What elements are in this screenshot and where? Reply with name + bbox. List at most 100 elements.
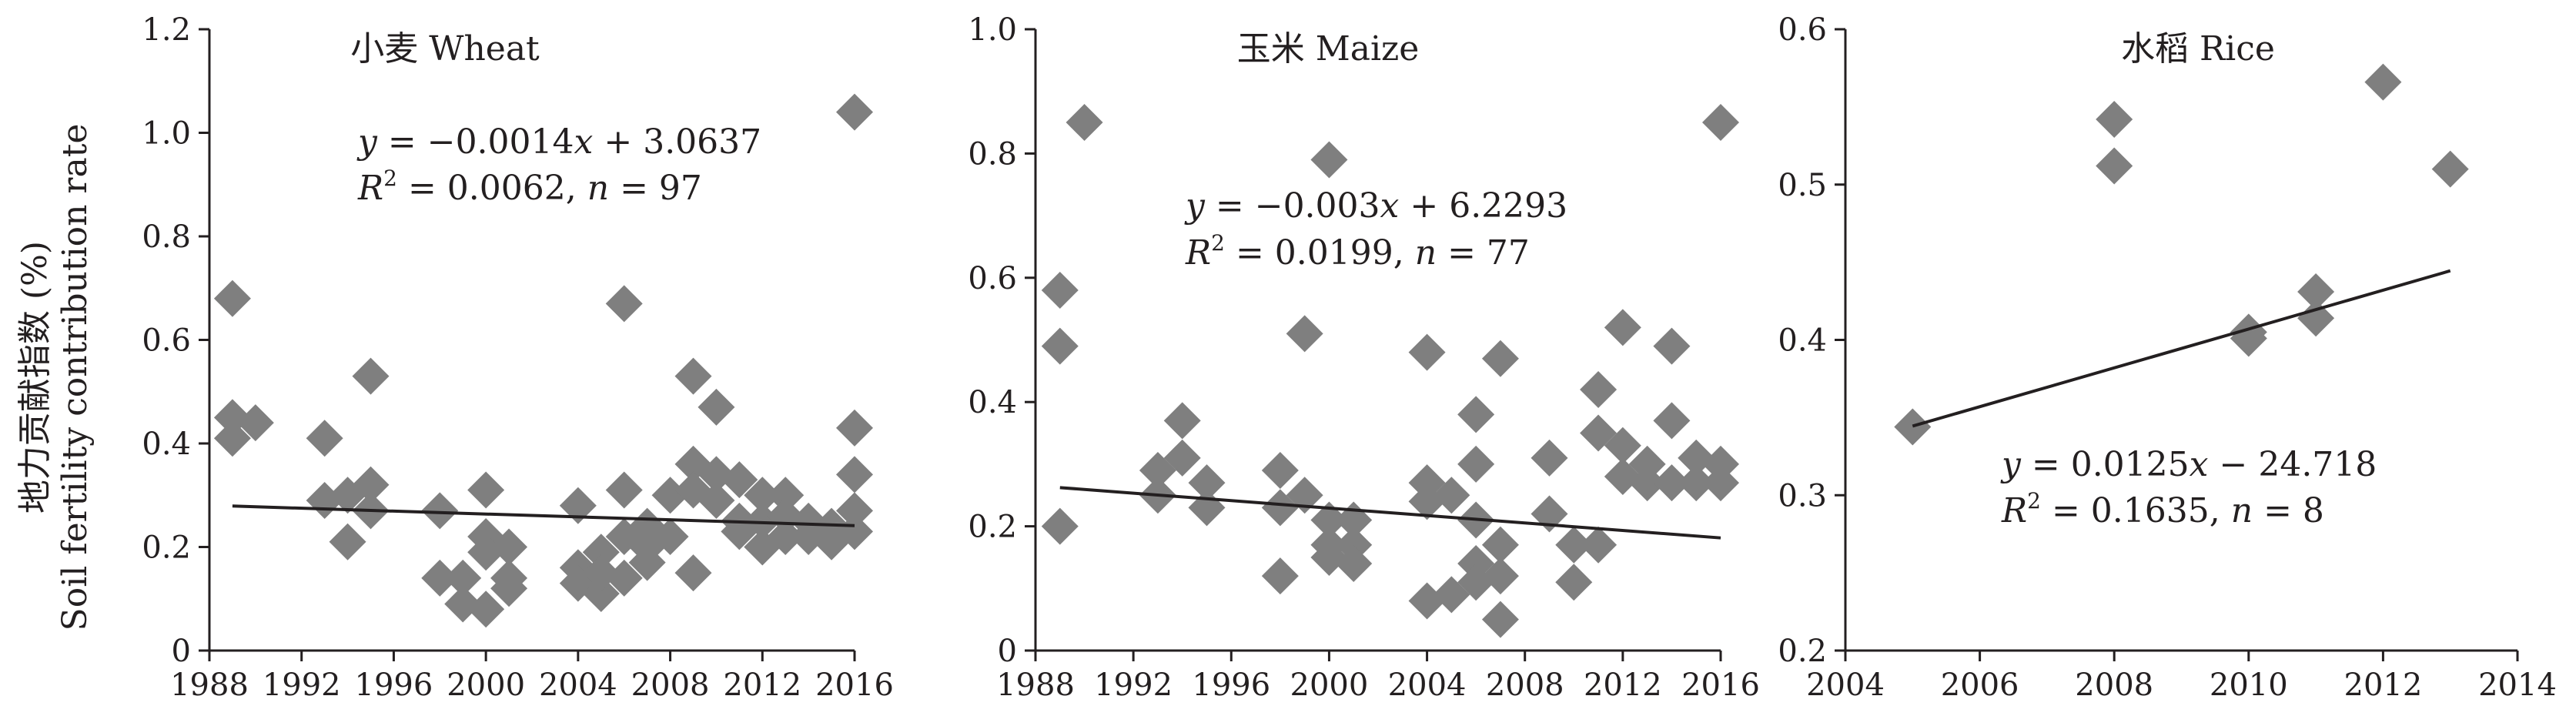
wheat-x-tick-label: 2016 xyxy=(815,667,894,703)
maize-data-point xyxy=(1555,526,1593,564)
maize-data-point xyxy=(1310,501,1348,539)
maize-x-tick-label: 2008 xyxy=(1486,667,1564,703)
wheat-trend-line xyxy=(232,504,855,527)
maize-x-tick-label: 2012 xyxy=(1584,667,1662,703)
rice-points xyxy=(1894,63,2469,446)
maize-data-point xyxy=(1335,526,1373,564)
wheat-data-point xyxy=(421,559,459,597)
wheat-equation: y = −0.0014x + 3.0637 xyxy=(356,122,761,162)
maize-data-point xyxy=(1628,464,1666,502)
rice-data-point xyxy=(2096,101,2133,139)
rice-axes: 0.2 0.3 0.4 0.5 0.6 2004 2006 2008 2010 2012 2014 xyxy=(1778,12,2557,703)
wheat-axes: 0 0.2 0.4 0.6 0.8 1.0 1.2 1988 1992 1996 2000 2004 2… xyxy=(142,12,894,703)
rice-data-point xyxy=(1894,408,1932,446)
rice-r2-line: R2 = 0.1635, n = 8 xyxy=(2001,488,2324,530)
maize-data-point xyxy=(1041,271,1079,309)
rice-trend-line xyxy=(1912,269,2451,428)
wheat-y-tick-label: 0 xyxy=(172,634,191,669)
wheat-y-tick-label: 1.2 xyxy=(142,12,191,48)
maize-data-point xyxy=(1580,526,1618,564)
rice-y-tick-label: 0.2 xyxy=(1778,634,1827,669)
wheat-y-tick-label: 0.2 xyxy=(142,530,191,566)
maize-data-point xyxy=(1653,327,1691,365)
rice-y-tick-label: 0.4 xyxy=(1778,323,1827,359)
maize-data-point xyxy=(1041,327,1079,365)
maize-data-point xyxy=(1457,396,1495,433)
maize-y-tick-label: 0.4 xyxy=(968,385,1017,420)
maize-y-tick-label: 1.0 xyxy=(968,12,1017,48)
rice-x-tick-label: 2006 xyxy=(1941,667,2019,703)
wheat-data-point xyxy=(444,559,482,597)
maize-data-point xyxy=(1408,333,1446,371)
wheat-title: 小麦 Wheat xyxy=(350,29,540,69)
rice-x-tick-label: 2010 xyxy=(2210,667,2288,703)
rice-equation: y = 0.0125x − 24.718 xyxy=(2000,445,2377,484)
wheat-data-point xyxy=(744,477,781,514)
rice-y-tick-label: 0.6 xyxy=(1778,12,1827,48)
wheat-data-point xyxy=(698,481,735,519)
wheat-data-point xyxy=(213,279,251,317)
maize-x-tick-label: 1996 xyxy=(1192,667,1270,703)
wheat-x-tick-label: 1988 xyxy=(170,667,249,703)
maize-data-point xyxy=(1163,402,1201,440)
wheat-data-point xyxy=(582,534,620,571)
wheat-data-point xyxy=(767,518,805,556)
rice-x-tick-label: 2012 xyxy=(2344,667,2423,703)
wheat-data-point xyxy=(236,404,274,442)
wheat-data-point xyxy=(582,575,620,613)
maize-data-point xyxy=(1163,439,1201,477)
maize-data-point xyxy=(1481,340,1519,377)
maize-data-point xyxy=(1580,371,1618,409)
maize-data-point xyxy=(1678,464,1715,502)
maize-data-point xyxy=(1702,445,1739,483)
maize-x-tick-label: 2016 xyxy=(1681,667,1760,703)
maize-y-tick-label: 0.2 xyxy=(968,510,1017,545)
wheat-data-point xyxy=(421,492,459,530)
wheat-data-point xyxy=(836,409,873,447)
maize-x-tick-label: 2000 xyxy=(1290,667,1369,703)
maize-data-point xyxy=(1188,464,1226,502)
wheat-data-point xyxy=(698,388,735,426)
maize-data-point xyxy=(1481,601,1519,638)
wheat-x-tick-label: 1992 xyxy=(263,667,341,703)
wheat-data-point xyxy=(213,420,251,457)
wheat-data-point xyxy=(605,471,643,509)
maize-data-point xyxy=(1653,402,1691,440)
wheat-data-point xyxy=(836,492,873,530)
rice-x-tick-label: 2008 xyxy=(2075,667,2153,703)
maize-equation: y = −0.003x + 6.2293 xyxy=(1184,186,1567,226)
wheat-data-point xyxy=(628,544,666,581)
maize-x-tick-label: 2004 xyxy=(1388,667,1467,703)
maize-y-tick-label: 0.8 xyxy=(968,136,1017,172)
maize-data-point xyxy=(1310,141,1348,179)
wheat-y-tick-label: 0.6 xyxy=(142,323,191,359)
rice-y-tick-label: 0.5 xyxy=(1778,168,1827,203)
wheat-x-tick-label: 2012 xyxy=(723,667,801,703)
rice-data-point xyxy=(2364,63,2402,101)
rice-y-tick-label: 0.3 xyxy=(1778,478,1827,514)
wheat-points xyxy=(213,93,873,628)
wheat-x-tick-label: 1996 xyxy=(355,667,433,703)
maize-points xyxy=(1041,104,1739,638)
maize-data-point xyxy=(1433,477,1470,514)
wheat-data-point xyxy=(836,456,873,493)
maize-x-tick-label: 1992 xyxy=(1094,667,1173,703)
rice-data-point xyxy=(2431,150,2469,188)
maize-data-point xyxy=(1702,464,1739,502)
wheat-data-point xyxy=(490,528,528,566)
rice-data-point xyxy=(2297,273,2335,310)
wheat-x-tick-label: 2004 xyxy=(539,667,617,703)
wheat-x-tick-label: 2000 xyxy=(447,667,525,703)
wheat-y-tick-label: 1.0 xyxy=(142,116,191,152)
wheat-r2-line: R2 = 0.0062, n = 97 xyxy=(357,166,702,208)
wheat-data-point xyxy=(605,285,643,323)
wheat-data-point xyxy=(490,570,528,607)
rice-title: 水稻 Rice xyxy=(2121,29,2275,69)
rice-data-point xyxy=(2297,299,2335,337)
maize-y-tick-label: 0.6 xyxy=(968,261,1017,296)
y-axis-label-cn: 地力贡献指数 (%) xyxy=(15,241,55,514)
wheat-data-point xyxy=(306,420,343,457)
maize-data-point xyxy=(1481,526,1519,564)
maize-axes: 0 0.2 0.4 0.6 0.8 1.0 1988 1992 1996 2000 2004 2008… xyxy=(968,12,1760,703)
